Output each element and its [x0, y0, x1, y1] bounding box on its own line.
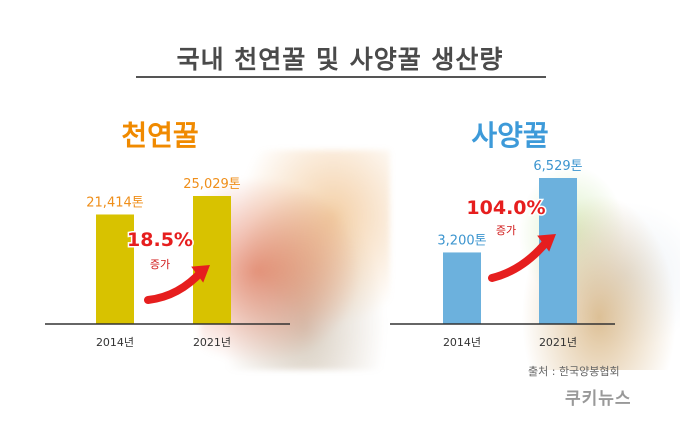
natural-value-label-0: 21,414톤: [86, 195, 143, 210]
page-title: 국내 천연꿀 및 사양꿀 생산량: [176, 45, 504, 74]
sugar-bowl-photo: [500, 160, 680, 370]
sugar-value-label-1: 6,529톤: [533, 159, 582, 174]
natural-category-label-0: 2014년: [96, 336, 134, 349]
source-note: 출처 : 한국양봉협회: [528, 365, 620, 378]
natural-growth-arrow: [144, 267, 206, 304]
sugar-bar-1: [539, 178, 577, 324]
kuki-news-logo: 쿠키뉴스: [565, 389, 632, 409]
sugar-value-label-0: 3,200톤: [437, 233, 486, 248]
title-underline: [136, 76, 546, 78]
natural-bar-1: [193, 196, 231, 324]
natural-change-label: 증가: [150, 258, 170, 271]
sugar-category-label-1: 2021년: [539, 336, 577, 349]
natural-growth-arrowhead: [191, 265, 210, 283]
sugar-honey-chart-title: 사양꿀: [471, 119, 549, 152]
sugar-growth-arrow: [488, 236, 552, 282]
sugar-bar-0: [443, 252, 481, 324]
honeysuckle-flower-photo: [200, 150, 390, 370]
natural-honey-chart-title: 천연꿀: [121, 119, 199, 152]
natural-change-percent: 18.5%: [127, 229, 193, 251]
sugar-change-label: 증가: [496, 224, 516, 237]
natural-bar-0: [96, 214, 134, 324]
sugar-change-percent: 104.0%: [466, 197, 545, 219]
sugar-category-label-0: 2014년: [443, 336, 481, 349]
natural-category-label-1: 2021년: [193, 336, 231, 349]
sugar-growth-arrowhead: [537, 234, 556, 252]
natural-value-label-1: 25,029톤: [183, 177, 240, 192]
